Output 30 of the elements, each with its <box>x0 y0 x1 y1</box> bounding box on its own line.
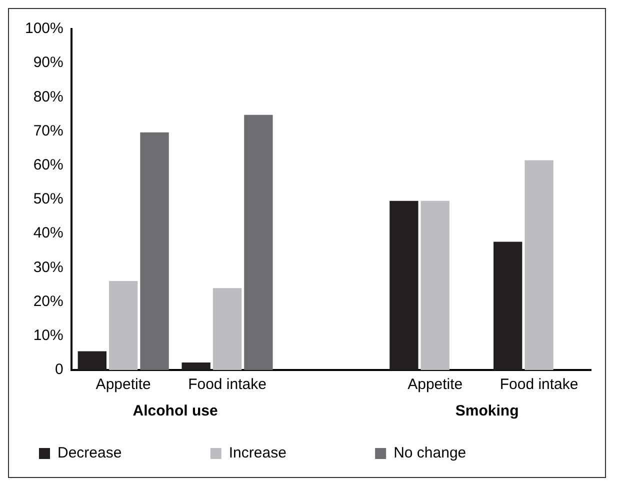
y-tick-label: 70% <box>33 122 64 140</box>
text: Alcohol use <box>132 402 218 420</box>
y-tick-label: 60% <box>33 156 64 174</box>
legend-label: No change <box>394 444 533 462</box>
bar <box>182 362 210 370</box>
bar <box>244 114 273 370</box>
y-tick-label: 50% <box>33 190 64 208</box>
x-tick-label: Food intake <box>500 376 578 394</box>
bar <box>212 288 242 370</box>
y-tick-label: 100% <box>24 20 64 38</box>
y-tick-label: 0 <box>55 361 64 378</box>
bar <box>390 200 418 370</box>
x-tick-label: Appetite <box>96 376 151 394</box>
y-tick-label: 20% <box>33 292 64 310</box>
bar <box>524 160 554 370</box>
bar <box>78 351 106 370</box>
bar <box>140 132 169 370</box>
legend-label: Decrease <box>58 444 188 462</box>
y-tick-label: 90% <box>33 54 64 72</box>
y-tick-label: 80% <box>33 88 64 106</box>
y-tick-label: 30% <box>33 258 64 276</box>
text: Smoking <box>455 402 519 420</box>
x-tick-label: Appetite <box>408 376 463 394</box>
bar <box>108 281 138 370</box>
legend-label: Increase <box>228 444 354 462</box>
x-tick-label: Food intake <box>188 376 266 394</box>
bar <box>420 200 450 370</box>
y-tick-label: 40% <box>33 224 64 242</box>
bar <box>494 242 522 370</box>
y-tick-label: 10% <box>33 327 64 344</box>
